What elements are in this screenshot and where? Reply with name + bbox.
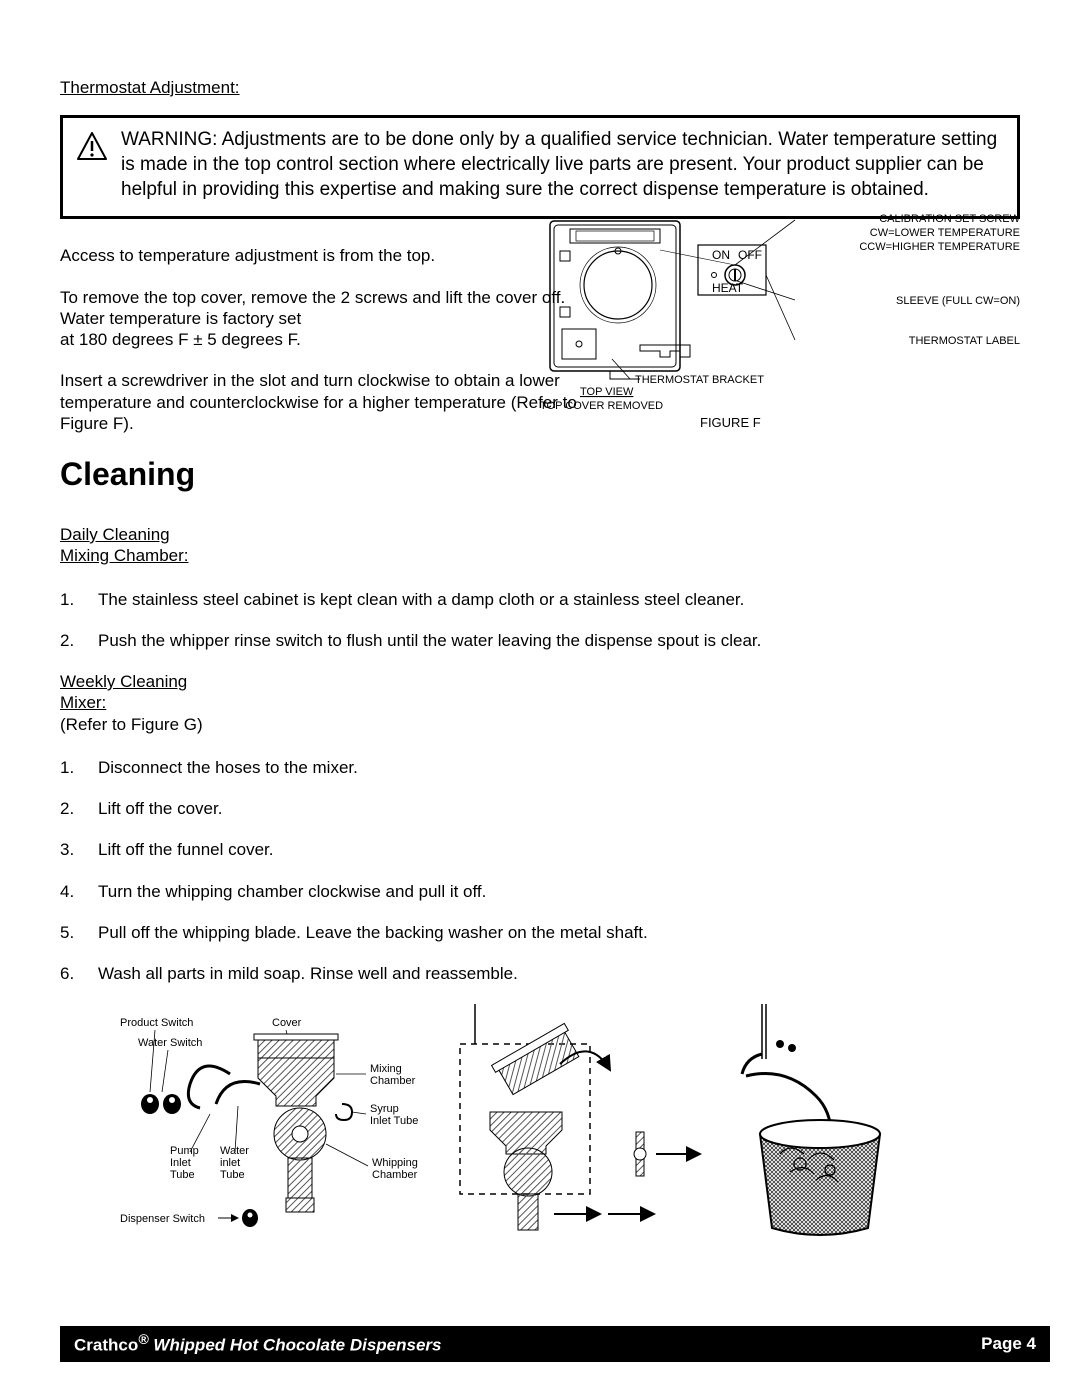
mixing-chamber-label: Mixing Chamber: [60,546,189,565]
svg-text:ON: ON [712,248,730,262]
list-item: Pull off the whipping blade. Leave the b… [60,922,1020,943]
list-item: Turn the whipping chamber clockwise and … [60,881,1020,902]
warning-text: WARNING: Adjustments are to be done only… [121,128,1003,202]
svg-text:HEAT: HEAT [712,281,744,295]
figure-f: ON OFF HEAT TOP VIEW TOP COVER REMOVED F… [540,195,1020,435]
svg-text:inlet: inlet [220,1157,240,1169]
thermostat-adjustment-heading: Thermostat Adjustment: [60,77,1020,98]
svg-text:Tube: Tube [220,1169,245,1181]
svg-text:Mixing: Mixing [370,1063,402,1075]
footer-page-label: Page [981,1334,1022,1353]
list-item: Push the whipper rinse switch to flush u… [60,630,1020,651]
figf-label-thermo: THERMOSTAT LABEL [909,335,1020,349]
svg-text:TOP COVER REMOVED: TOP COVER REMOVED [540,400,663,412]
para-remove-cover-l2: at 180 degrees F ± 5 degrees F. [60,330,301,349]
figure-g: Product Switch Cover Water Switch Mixing… [60,1004,920,1264]
refer-figure-g: (Refer to Figure G) [60,715,203,734]
list-item: Lift off the funnel cover. [60,839,1020,860]
daily-cleaning-label: Daily Cleaning [60,525,170,544]
list-item: Lift off the cover. [60,798,1020,819]
figf-label-sleeve: SLEEVE (FULL CW=ON) [896,295,1020,309]
footer-brand: Crathco [74,1336,138,1355]
svg-text:THERMOSTAT BRACKET: THERMOSTAT BRACKET [635,374,764,386]
weekly-cleaning-list: Disconnect the hoses to the mixer. Lift … [60,757,1020,985]
figf-label-cal2: CW=LOWER TEMPERATURE [870,227,1020,241]
list-item: Disconnect the hoses to the mixer. [60,757,1020,778]
footer-page: Page 4 [981,1333,1036,1354]
svg-text:Water: Water [220,1145,249,1157]
footer-product: Whipped Hot Chocolate Dispensers [149,1336,442,1355]
footer-reg: ® [138,1332,148,1348]
svg-text:Product Switch: Product Switch [120,1017,193,1029]
para-remove-cover: To remove the top cover, remove the 2 sc… [60,287,590,351]
figf-label-cal1: CALIBRATION SET SCREW [879,213,1020,227]
mixer-label: Mixer: [60,693,106,712]
cleaning-heading: Cleaning [60,454,1020,494]
figf-label-cal3: CCW=HIGHER TEMPERATURE [859,241,1020,255]
para-access: Access to temperature adjustment is from… [60,245,590,266]
footer-page-num: 4 [1027,1334,1036,1353]
list-item: Wash all parts in mild soap. Rinse well … [60,963,1020,984]
svg-text:Water Switch: Water Switch [138,1037,202,1049]
svg-text:Whipping: Whipping [372,1157,418,1169]
weekly-cleaning-label: Weekly Cleaning [60,672,187,691]
svg-text:Chamber: Chamber [372,1169,418,1181]
para-remove-cover-l1: To remove the top cover, remove the 2 sc… [60,288,565,328]
svg-text:Inlet: Inlet [170,1157,191,1169]
footer-title: Crathco® Whipped Hot Chocolate Dispenser… [74,1332,441,1356]
svg-text:Tube: Tube [170,1169,195,1181]
warning-icon [77,132,107,160]
footer-bar: Crathco® Whipped Hot Chocolate Dispenser… [60,1326,1050,1362]
svg-text:Chamber: Chamber [370,1075,416,1087]
weekly-cleaning-heading: Weekly Cleaning Mixer: (Refer to Figure … [60,671,1020,735]
para-screwdriver: Insert a screwdriver in the slot and tur… [60,370,590,434]
svg-text:FIGURE F: FIGURE F [700,415,761,430]
list-item: The stainless steel cabinet is kept clea… [60,589,1020,610]
daily-cleaning-heading: Daily Cleaning Mixing Chamber: [60,524,1020,567]
svg-text:Cover: Cover [272,1017,302,1029]
svg-text:Syrup: Syrup [370,1103,399,1115]
svg-text:Dispenser Switch: Dispenser Switch [120,1213,205,1225]
svg-text:Inlet Tube: Inlet Tube [370,1115,418,1127]
svg-text:Pump: Pump [170,1145,199,1157]
svg-text:TOP VIEW: TOP VIEW [580,386,634,398]
daily-cleaning-list: The stainless steel cabinet is kept clea… [60,589,1020,652]
